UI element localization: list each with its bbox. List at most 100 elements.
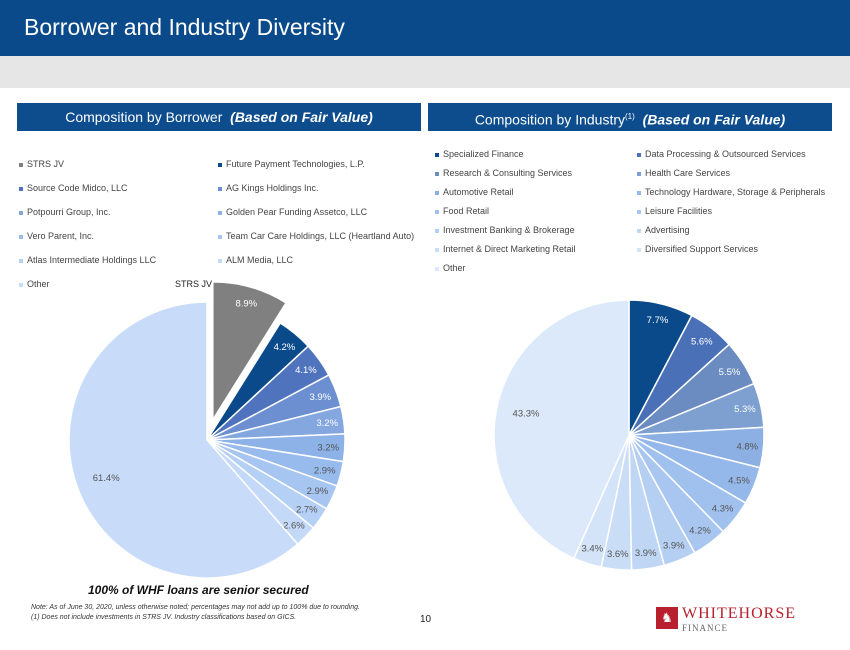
pie-label-strs-jv: 8.9%	[235, 299, 257, 310]
logo-name: WHITEHORSE	[682, 605, 796, 622]
legend-swatch	[435, 152, 439, 157]
legend-swatch	[637, 190, 641, 195]
legend-label: Future Payment Technologies, L.P.	[226, 159, 365, 169]
legend-item-health-care-services: Health Care Services	[637, 168, 730, 178]
legend-label: Technology Hardware, Storage & Periphera…	[645, 187, 826, 197]
legend-label: STRS JV	[27, 159, 65, 169]
legend-label: Research & Consulting Services	[443, 168, 573, 178]
pie-label-diversified-support-services: 3.4%	[581, 544, 603, 555]
senior-secured-note: 100% of WHF loans are senior secured	[88, 583, 309, 597]
pie-label-specialized-finance: 7.7%	[647, 315, 669, 326]
legend-item-golden-pear-funding-assetco-llc: Golden Pear Funding Assetco, LLC	[218, 207, 367, 217]
pie-label-potpourri-group-inc: 3.2%	[316, 418, 338, 429]
pie-label-other: 61.4%	[93, 473, 120, 484]
legend-item-future-payment-technologies-l-p: Future Payment Technologies, L.P.	[218, 159, 365, 169]
legend-item-strs-jv: STRS JV	[19, 159, 64, 169]
legend-swatch	[435, 209, 439, 214]
section-title-industry: Composition by Industry(1) (Based on Fai…	[428, 103, 832, 131]
pie-label-team-car-care-holdings-llc-heartland-auto: 2.9%	[307, 486, 329, 497]
pie-label-source-code-midco-llc: 4.1%	[295, 365, 317, 376]
pie-label-food-retail: 4.3%	[712, 504, 734, 515]
pie-label-data-processing-outsourced-services: 5.6%	[691, 337, 713, 348]
pie-label-research-consulting-services: 5.5%	[719, 367, 741, 378]
pie-slice-other	[493, 299, 630, 560]
legend-swatch	[218, 162, 222, 167]
whitehorse-logo: ♞ WHITEHORSE FINANCE	[656, 605, 806, 635]
legend-label: Internet & Direct Marketing Retail	[443, 244, 576, 254]
section-title-text: Composition by Borrower	[65, 109, 223, 125]
legend-label: Other	[27, 279, 50, 289]
legend-swatch	[435, 190, 439, 195]
borrower-legend: STRS JV Future Payment Technologies, L.P.…	[0, 0, 850, 300]
legend-swatch	[637, 228, 641, 233]
legend-item-data-processing-outsourced-services: Data Processing & Outsourced Services	[637, 149, 806, 159]
legend-item-potpourri-group-inc: Potpourri Group, Inc.	[19, 207, 111, 217]
pie-label-automotive-retail: 4.8%	[736, 442, 758, 453]
logo-sub: FINANCE	[682, 623, 729, 633]
legend-label: Vero Parent, Inc.	[27, 231, 95, 241]
legend-swatch	[218, 186, 222, 191]
industry-legend: Specialized Finance Data Processing & Out…	[0, 0, 850, 300]
pie-label-internet-direct-marketing-retail: 3.6%	[607, 549, 629, 560]
legend-label: Specialized Finance	[443, 149, 524, 159]
legend-item-advertising: Advertising	[637, 225, 690, 235]
pie-label-advertising: 3.9%	[635, 548, 657, 559]
legend-label: Investment Banking & Brokerage	[443, 225, 575, 235]
legend-label: Golden Pear Funding Assetco, LLC	[226, 207, 368, 217]
legend-label: Leisure Facilities	[645, 206, 713, 216]
legend-item-specialized-finance: Specialized Finance	[435, 149, 524, 159]
footnote-note: Note: As of June 30, 2020, unless otherw…	[31, 604, 360, 611]
legend-swatch	[435, 247, 439, 252]
legend-item-ag-kings-holdings-inc: AG Kings Holdings Inc.	[218, 183, 319, 193]
footnote-1: (1) Does not include investments in STRS…	[31, 614, 297, 621]
legend-swatch	[435, 228, 439, 233]
section-title-text: Composition by Industry	[474, 111, 625, 128]
legend-swatch	[637, 209, 641, 214]
legend-item-other: Other	[19, 279, 50, 289]
legend-label: Food Retail	[443, 206, 490, 216]
legend-item-leisure-facilities: Leisure Facilities	[637, 206, 712, 216]
section-title-borrower: Composition by Borrower (Based on Fair V…	[17, 103, 421, 131]
pie-label-ag-kings-holdings-inc: 3.9%	[309, 392, 331, 403]
legend-swatch	[435, 266, 439, 271]
legend-item-atlas-intermediate-holdings-llc: Atlas Intermediate Holdings LLC	[19, 255, 156, 265]
header-stripe	[0, 56, 850, 88]
legend-swatch	[19, 186, 23, 191]
section-title-superscript: (1)	[625, 112, 635, 121]
legend-swatch	[218, 258, 222, 263]
legend-item-food-retail: Food Retail	[435, 206, 489, 216]
legend-item-team-car-care-holdings-llc-heartland-auto: Team Car Care Holdings, LLC (Heartland A…	[218, 231, 414, 241]
pie-label-leisure-facilities: 4.2%	[689, 526, 711, 537]
page-number: 10	[420, 614, 432, 625]
legend-label: Automotive Retail	[443, 187, 514, 197]
legend-item-internet-direct-marketing-retail: Internet & Direct Marketing Retail	[435, 244, 576, 254]
legend-label: Team Car Care Holdings, LLC (Heartland A…	[226, 231, 415, 241]
legend-item-technology-hardware-storage-peripherals: Technology Hardware, Storage & Periphera…	[637, 187, 825, 197]
page-title: Borrower and Industry Diversity	[24, 14, 345, 40]
legend-item-alm-media-llc: ALM Media, LLC	[218, 255, 293, 265]
legend-label: Source Code Midco, LLC	[27, 183, 128, 193]
horse-logo-icon: ♞	[656, 607, 678, 629]
pie-label-atlas-intermediate-holdings-llc: 2.7%	[296, 505, 318, 516]
legend-swatch	[19, 162, 23, 167]
pie-label-golden-pear-funding-assetco-llc: 3.2%	[317, 442, 339, 453]
header-bar	[0, 0, 850, 56]
legend-label: Diversified Support Services	[645, 244, 759, 254]
legend-label: Potpourri Group, Inc.	[27, 207, 111, 217]
section-title-italic: (Based on Fair Value)	[230, 109, 373, 125]
pie-label-future-payment-technologies-l-p: 4.2%	[274, 342, 296, 353]
legend-swatch	[435, 171, 439, 176]
legend-swatch	[218, 210, 222, 215]
legend-label: Data Processing & Outsourced Services	[645, 149, 806, 159]
callout-label: STRS JV	[175, 279, 212, 289]
legend-item-diversified-support-services: Diversified Support Services	[637, 244, 758, 254]
pie-slice-other	[68, 301, 299, 579]
pie-slice-strs-jv	[212, 281, 288, 423]
legend-swatch	[19, 234, 23, 239]
legend-item-other: Other	[435, 263, 466, 273]
legend-label: Atlas Intermediate Holdings LLC	[27, 255, 157, 265]
legend-swatch	[218, 234, 222, 239]
pie-label-vero-parent-inc: 2.9%	[314, 465, 336, 476]
legend-label: ALM Media, LLC	[226, 255, 294, 265]
